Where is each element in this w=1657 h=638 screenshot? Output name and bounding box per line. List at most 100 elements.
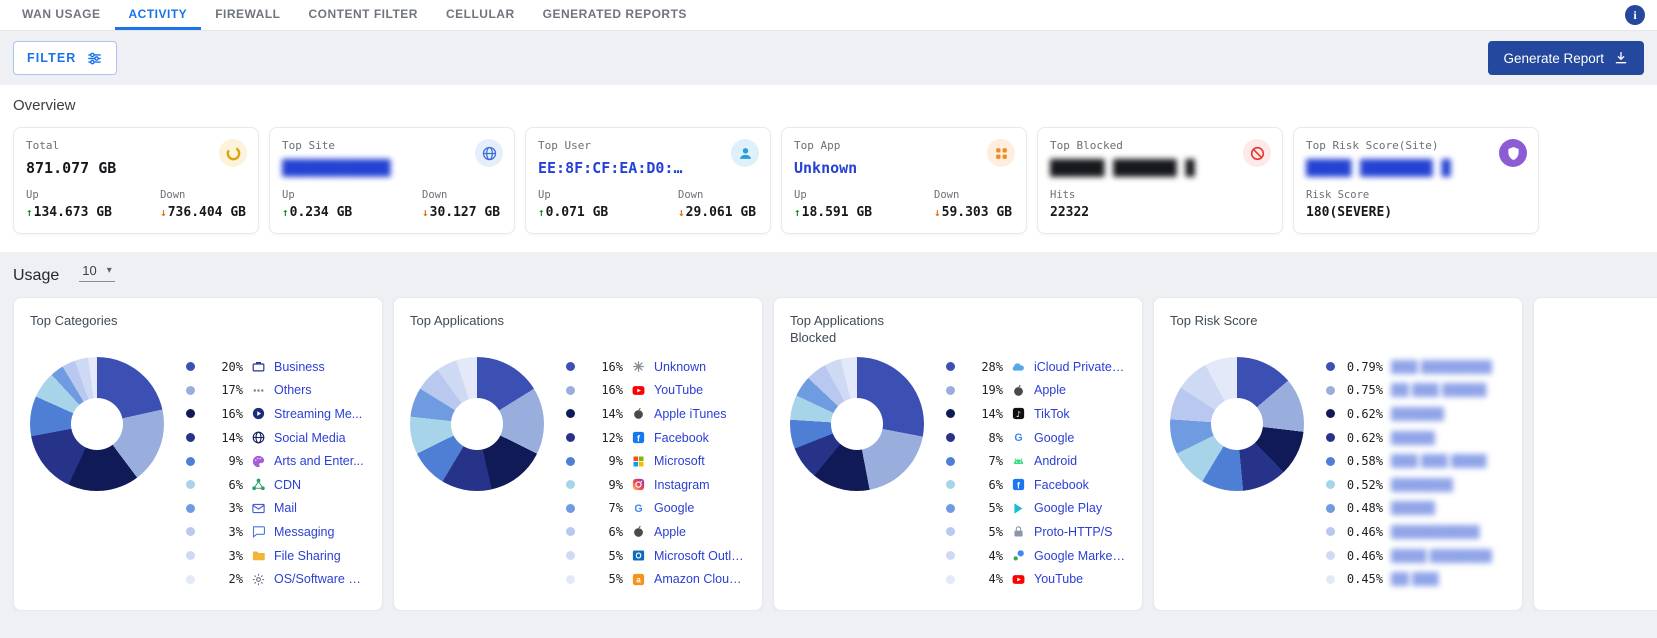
legend-label-link[interactable]: ██ ███ █████ <box>1391 383 1487 398</box>
legend-label-link[interactable]: ████ ███████ <box>1391 548 1492 563</box>
stat-substat: Up ↑ 0.071 GB <box>538 189 678 220</box>
facebook-icon <box>631 430 646 445</box>
legend-percent: 4% <box>988 548 1003 563</box>
legend-label-link[interactable]: █████ <box>1391 501 1436 516</box>
legend-label-link[interactable]: Google <box>1034 430 1075 445</box>
outlook-icon <box>631 548 646 563</box>
legend-item: 4% YouTube <box>946 567 1126 591</box>
chart-legend: 0.79% ███ ████████ 0.75% ██ ███ █████ 0.… <box>1326 355 1492 591</box>
legend-label-link[interactable]: Proto-HTTP/S <box>1034 524 1113 539</box>
donut-chart[interactable] <box>1170 357 1304 491</box>
legend-label-link[interactable]: Apple <box>654 524 686 539</box>
legend-label-link[interactable]: Unknown <box>654 359 707 374</box>
legend-item: 19% Apple <box>946 379 1126 403</box>
legend-item: 9% Arts and Enter... <box>186 449 366 473</box>
legend-label-link[interactable]: Apple <box>1034 383 1066 398</box>
legend-item: 14% Apple iTunes <box>566 402 746 426</box>
legend-label-link[interactable]: Facebook <box>1034 477 1089 492</box>
legend-label-link[interactable]: Arts and Enter... <box>274 454 364 469</box>
legend-label-link[interactable]: Amazon Cloud... <box>654 572 746 587</box>
legend-label-link[interactable]: Google Play <box>1034 501 1103 516</box>
donut-chart[interactable] <box>410 357 544 491</box>
legend-label-link[interactable]: ███████ <box>1391 477 1453 492</box>
legend-label-link[interactable]: iCloud Private R... <box>1034 359 1126 374</box>
legend-label-link[interactable]: ██████████ <box>1391 524 1480 539</box>
legend-label-link[interactable]: Mail <box>274 501 297 516</box>
legend-label-link[interactable]: Facebook <box>654 430 709 445</box>
legend-color-dot <box>946 574 955 584</box>
legend-label-link[interactable]: Instagram <box>654 477 710 492</box>
tab-generated-reports[interactable]: GENERATED REPORTS <box>542 6 687 21</box>
donut-hole <box>71 398 123 450</box>
block-icon <box>1243 139 1271 167</box>
legend-label-link[interactable]: CDN <box>274 477 302 492</box>
legend-label-link[interactable]: TikTok <box>1034 406 1070 421</box>
legend-label-link[interactable]: YouTube <box>654 383 704 398</box>
legend-color-dot <box>1326 385 1335 395</box>
substat-number: 22322 <box>1050 205 1090 220</box>
legend-label-link[interactable]: File Sharing <box>274 548 341 563</box>
info-icon[interactable]: i <box>1625 5 1645 25</box>
legend-label-link[interactable]: Microsoft <box>654 454 705 469</box>
legend-color-dot <box>1326 362 1335 372</box>
tab-content-filter[interactable]: CONTENT FILTER <box>308 6 418 21</box>
tiktok-icon <box>1011 406 1026 421</box>
instagram-icon <box>631 477 646 492</box>
trend-arrow-icon: ↑ <box>26 206 33 219</box>
legend-label-link[interactable]: █████ <box>1391 430 1436 445</box>
legend-color-dot <box>186 456 195 466</box>
legend-label-link[interactable]: Apple iTunes <box>654 406 727 421</box>
legend-label-link[interactable]: ██ ███ <box>1391 572 1439 587</box>
facebook-icon <box>1011 477 1026 492</box>
legend-color-dot <box>186 574 195 584</box>
legend-percent: 19% <box>981 383 1003 398</box>
legend-label-link[interactable]: YouTube <box>1034 572 1084 587</box>
substat-value: ↓ 30.127 GB <box>422 205 500 220</box>
page-size-select[interactable]: 10 ▾ <box>79 262 115 282</box>
legend-label-link[interactable]: Microsoft Outlo... <box>654 548 746 563</box>
tab-activity[interactable]: ACTIVITY <box>114 0 202 30</box>
legend-percent: 0.46% <box>1346 524 1383 539</box>
legend-color-dot <box>566 362 575 372</box>
legend-label-link[interactable]: ███ ████████ <box>1391 359 1492 374</box>
substat-number: 180(SEVERE) <box>1306 205 1393 220</box>
stat-card-label: Top App <box>794 139 841 152</box>
donut-chart[interactable] <box>30 357 164 491</box>
legend-label-link[interactable]: Android <box>1034 454 1078 469</box>
legend-label-link[interactable]: ██████ <box>1391 406 1445 421</box>
substat-value: ↑ 0.071 GB <box>538 205 678 220</box>
legend-label-link[interactable]: Streaming Me... <box>274 406 363 421</box>
donut-chart[interactable] <box>790 357 924 491</box>
legend-label-link[interactable]: Others <box>274 383 312 398</box>
https-icon <box>1011 524 1026 539</box>
filter-button[interactable]: FILTER <box>13 41 118 75</box>
legend-color-dot <box>946 456 955 466</box>
mail-icon <box>251 501 266 516</box>
tab-cellular[interactable]: CELLULAR <box>445 6 515 21</box>
chart-body: 28% iCloud Private R... 19% Apple 14% Ti… <box>790 355 1126 591</box>
legend-label-link[interactable]: OS/Software U... <box>274 572 366 587</box>
legend-label-link[interactable]: Social Media <box>274 430 346 445</box>
stat-card-total: Total 871.077 GB Up ↑ 134.673 GB Down ↓ … <box>13 127 259 234</box>
legend-item: 3% Messaging <box>186 520 366 544</box>
legend-item: 5% Google Play <box>946 497 1126 521</box>
page-size-value: 10 <box>82 263 97 278</box>
gplay-icon <box>1011 501 1026 516</box>
tab-wan-usage[interactable]: WAN USAGE <box>22 6 101 21</box>
legend-label-link[interactable]: Google <box>654 501 695 516</box>
tab-firewall[interactable]: FIREWALL <box>215 6 281 21</box>
legend-percent: 3% <box>228 501 243 516</box>
trend-arrow-icon: ↓ <box>422 206 429 219</box>
substat-label: Up <box>538 189 551 201</box>
legend-label-link[interactable]: ███ ███ ████ <box>1391 454 1487 469</box>
legend-color-dot <box>1326 574 1335 584</box>
generate-report-button[interactable]: Generate Report <box>1488 41 1644 75</box>
stat-substat: Risk Score 180(SEVERE) <box>1306 189 1446 220</box>
chart-title: Top Risk Score <box>1170 313 1258 328</box>
legend-percent: 20% <box>221 359 243 374</box>
legend-label-link[interactable]: Messaging <box>274 524 335 539</box>
messaging-icon <box>251 524 266 539</box>
legend-percent: 3% <box>228 548 243 563</box>
legend-label-link[interactable]: Google Marketi... <box>1034 548 1126 563</box>
legend-label-link[interactable]: Business <box>274 359 325 374</box>
